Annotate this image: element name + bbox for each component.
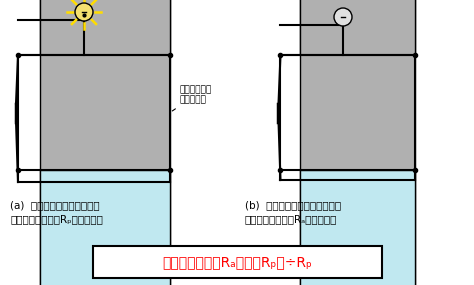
Text: (b)  磁石の向きが反平行なとき: (b) 磁石の向きが反平行なとき (245, 200, 341, 210)
Circle shape (334, 8, 352, 26)
Text: 電極
（強磁性金属）: 電極 （強磁性金属） (0, 284, 1, 285)
Circle shape (75, 3, 93, 21)
FancyBboxPatch shape (301, 170, 416, 285)
FancyBboxPatch shape (40, 170, 170, 285)
FancyBboxPatch shape (40, 0, 170, 285)
FancyBboxPatch shape (301, 0, 416, 285)
Text: 磁気抵抗　＝（Rₐ　－　Rₚ）÷Rₚ: 磁気抵抗 ＝（Rₐ － Rₚ）÷Rₚ (162, 255, 312, 269)
Text: トンネル障壁
（酸化物）: トンネル障壁 （酸化物） (173, 85, 212, 111)
FancyBboxPatch shape (40, 0, 170, 55)
Text: 電極
（強磁性金属）: 電極 （強磁性金属） (0, 284, 1, 285)
Text: (a)  磁石の向きが平行なとき: (a) 磁石の向きが平行なとき (10, 200, 100, 210)
Text: 素子の電気抵抗（Rₐ）：大きい: 素子の電気抵抗（Rₐ）：大きい (245, 214, 337, 224)
FancyBboxPatch shape (301, 0, 416, 55)
FancyBboxPatch shape (93, 246, 382, 278)
Text: 素子の電気抵抗（Rₚ）：小さい: 素子の電気抵抗（Rₚ）：小さい (10, 214, 103, 224)
